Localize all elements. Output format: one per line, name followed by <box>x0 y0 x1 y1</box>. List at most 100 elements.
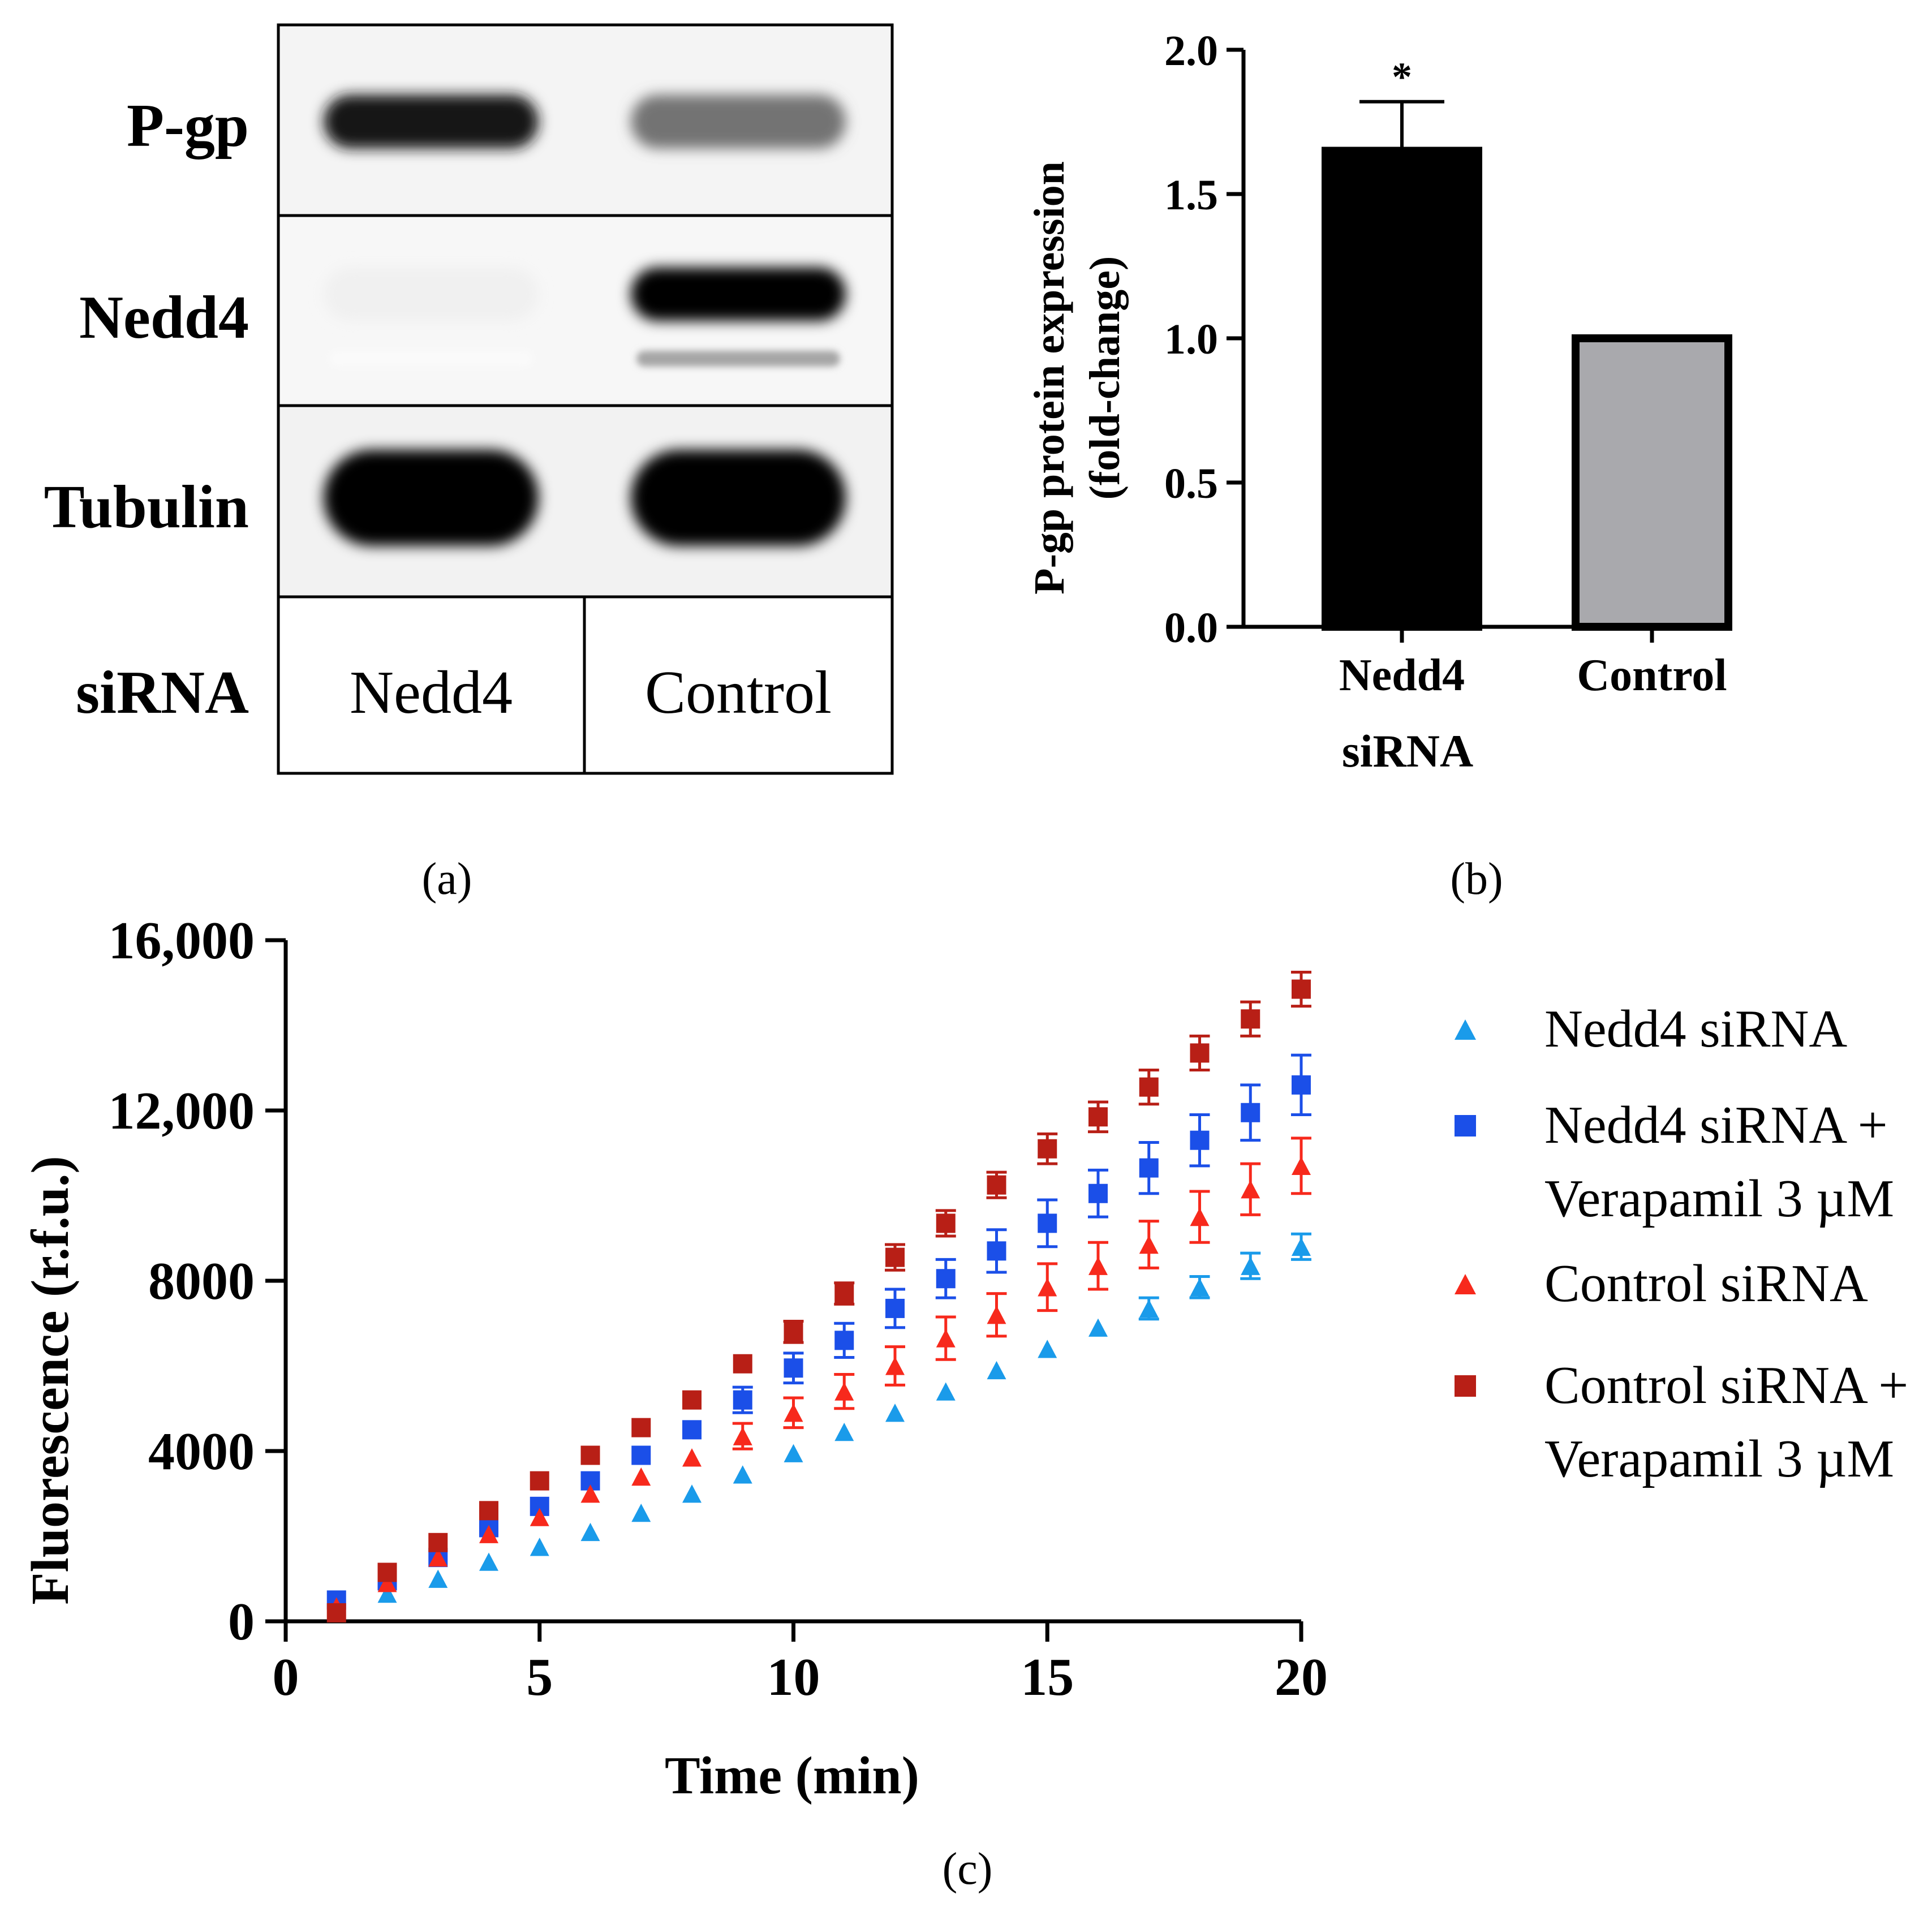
data-point <box>784 1404 803 1422</box>
data-point <box>1292 1237 1311 1256</box>
data-point <box>885 1247 905 1267</box>
data-point <box>1241 1180 1260 1199</box>
legend-label-1: Nedd4 siRNA <box>1544 1000 1847 1058</box>
data-point <box>733 1465 752 1484</box>
data-point <box>987 1175 1006 1195</box>
bar-chart-ylabel-line1: P-gp protein expression <box>1026 161 1073 595</box>
data-point <box>733 1354 752 1374</box>
series-4 <box>326 970 1311 1622</box>
band-tubulin-lane-2 <box>631 450 846 546</box>
legend-marker-1 <box>1455 1019 1476 1040</box>
data-point <box>1292 979 1311 999</box>
data-point <box>1088 1107 1108 1127</box>
data-point <box>1088 1183 1108 1203</box>
bar-chart-panel: 0.0 0.5 1.0 1.5 2.0 Nedd4 Control * siRNA P-gp… <box>1026 27 1732 777</box>
panel-label-b: (b) <box>1450 854 1503 904</box>
panel-label-a: (a) <box>422 854 472 904</box>
legend-label-4: Control siRNA + <box>1544 1356 1908 1415</box>
data-point <box>987 1361 1006 1380</box>
data-point <box>428 1533 448 1552</box>
timecourse-ytick-label: 8000 <box>148 1252 255 1311</box>
band-nedd4-lane-2 <box>631 267 846 321</box>
data-point <box>631 1503 651 1522</box>
data-point <box>885 1404 905 1422</box>
blot-bands <box>324 94 846 546</box>
legend-marker-4 <box>1455 1375 1476 1397</box>
data-point <box>1139 1299 1159 1318</box>
lane-label-control: Control <box>645 659 832 726</box>
data-point <box>784 1322 803 1342</box>
data-point <box>834 1331 854 1350</box>
data-point <box>834 1382 854 1401</box>
data-point <box>1190 1278 1210 1297</box>
data-point <box>733 1390 752 1410</box>
bar-chart-ytick-label: 0.5 <box>1164 460 1218 507</box>
data-point <box>682 1448 702 1467</box>
bar-chart-xtick-label: Nedd4 <box>1339 651 1465 700</box>
data-point <box>580 1522 600 1542</box>
panel-label-c: (c) <box>943 1844 993 1894</box>
data-point <box>1139 1235 1159 1254</box>
bar-chart-xlabel: siRNA <box>1342 725 1473 777</box>
bar-chart-ytick-label: 2.0 <box>1164 27 1218 75</box>
blot-footer-label: siRNA <box>76 659 249 726</box>
band-tubulin-lane-1 <box>324 450 539 546</box>
data-point <box>936 1213 956 1233</box>
bar-chart-ytick-label: 1.0 <box>1164 316 1218 363</box>
data-point <box>885 1357 905 1375</box>
data-point <box>1088 1256 1108 1275</box>
data-point <box>530 1538 549 1556</box>
data-point <box>936 1269 956 1289</box>
data-point <box>631 1467 651 1486</box>
data-point <box>479 1525 498 1543</box>
data-point <box>1139 1077 1159 1097</box>
series-2 <box>326 1053 1311 1610</box>
legend-marker-3 <box>1455 1273 1476 1295</box>
data-point <box>1241 1009 1260 1029</box>
timecourse-xtick-label: 10 <box>767 1648 820 1707</box>
data-point <box>1190 1130 1210 1150</box>
bar-chart-ytick-label: 0.0 <box>1164 604 1218 652</box>
timecourse-ylabel: Fluorescence (r.f.u.) <box>21 1156 80 1605</box>
data-point <box>682 1420 702 1440</box>
blot-row-label-tubulin: Tubulin <box>44 473 249 541</box>
data-point <box>580 1484 600 1503</box>
timecourse-chart-panel: 0 4000 8000 12,000 16,000 0 5 10 15 20 Time (min)… <box>21 911 1908 1805</box>
bar-chart-ytick-label: 1.5 <box>1164 171 1218 219</box>
data-point <box>631 1445 651 1465</box>
timecourse-legend: Nedd4 siRNA Nedd4 siRNA + Verapamil 3 µM Co… <box>1455 1000 1908 1488</box>
data-point <box>1190 1043 1210 1063</box>
data-point <box>936 1329 956 1348</box>
data-point <box>1139 1158 1159 1178</box>
data-point <box>377 1584 397 1603</box>
data-point <box>733 1427 752 1445</box>
timecourse-ytick-label: 16,000 <box>109 911 255 970</box>
lane-label-nedd4: Nedd4 <box>350 659 513 726</box>
data-point <box>987 1241 1006 1261</box>
data-point <box>377 1562 397 1582</box>
band-nedd4-lane-1 <box>324 267 539 321</box>
data-point <box>631 1418 651 1437</box>
data-point <box>1241 1256 1260 1275</box>
data-point <box>530 1508 549 1526</box>
data-point <box>784 1358 803 1378</box>
legend-label-3: Control siRNA <box>1544 1254 1868 1313</box>
legend-label-2: Verapamil 3 µM <box>1544 1169 1894 1228</box>
data-point <box>428 1548 448 1567</box>
timecourse-xtick-label: 20 <box>1275 1648 1328 1707</box>
data-point <box>377 1574 397 1592</box>
bar-significance-marker: * <box>1392 54 1412 100</box>
data-point <box>682 1484 702 1503</box>
data-point <box>1038 1340 1057 1358</box>
data-point <box>326 1603 346 1622</box>
bar-chart-xtick-label: Control <box>1577 651 1727 700</box>
data-point <box>530 1471 549 1491</box>
legend-label-2: Nedd4 siRNA + <box>1544 1096 1888 1155</box>
legend-label-4: Verapamil 3 µM <box>1544 1430 1894 1488</box>
timecourse-ytick-label: 12,000 <box>109 1082 255 1140</box>
data-point <box>784 1444 803 1462</box>
timecourse-ytick-label: 0 <box>228 1592 255 1651</box>
data-point <box>1038 1278 1057 1297</box>
data-point <box>479 1501 498 1521</box>
